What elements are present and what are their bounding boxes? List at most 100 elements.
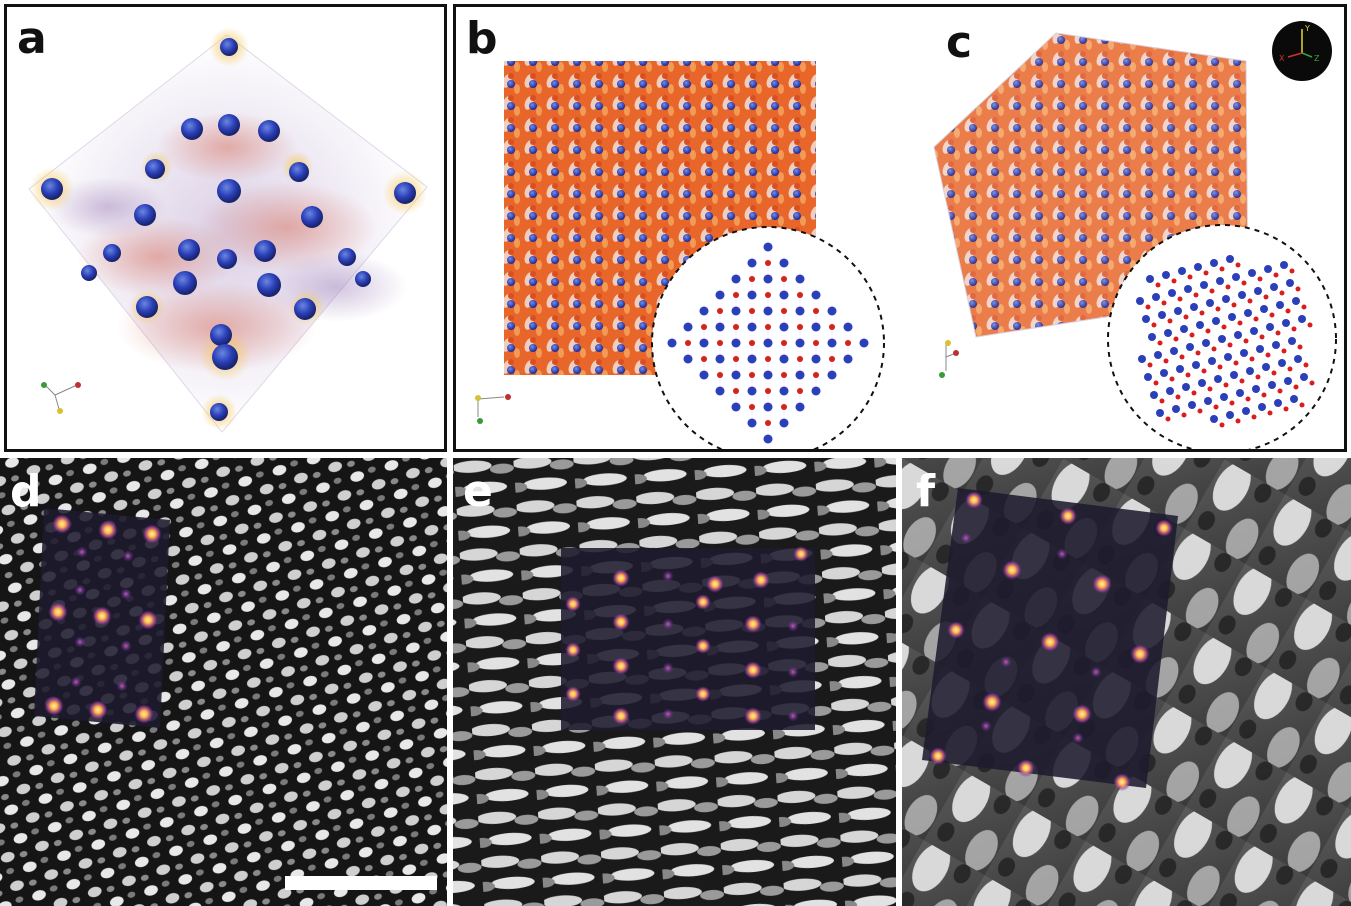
inset-b-atom-red	[797, 388, 803, 394]
simulated-atom-spot	[1155, 519, 1173, 537]
inset-c-atom-red	[1171, 278, 1177, 284]
inset-b-atom-blue	[699, 306, 709, 316]
inset-c-atom-red	[1235, 262, 1241, 268]
simulated-atom-spot	[44, 696, 64, 716]
panel-label-f: f	[916, 466, 936, 517]
inset-b-atom-blue	[763, 434, 773, 444]
inset-c-atom-blue	[1242, 407, 1250, 415]
inset-c-atom-red	[1287, 366, 1293, 372]
inset-c-atom-blue	[1222, 295, 1230, 303]
panel-e: e	[453, 458, 896, 906]
inset-c-atom-red	[1203, 270, 1209, 276]
inset-b-atom-blue	[811, 290, 821, 300]
inset-b-atom-red	[749, 404, 755, 410]
atoms-blue	[41, 38, 416, 421]
simulated-atom-spot	[662, 662, 674, 674]
inset-c-atom-blue	[1292, 297, 1300, 305]
inset-b-atom-blue	[715, 322, 725, 332]
orientation-x-label: X	[1279, 54, 1285, 63]
simulated-atom-spot	[787, 666, 799, 678]
inset-c-atom-red	[1225, 284, 1231, 290]
inset-c-atom-red	[1179, 354, 1185, 360]
inset-b-lattice	[667, 242, 869, 444]
inset-b-atom-blue	[827, 370, 837, 380]
simulated-atom-spot	[752, 571, 770, 589]
inset-b-atom-red	[717, 308, 723, 314]
inset-b-atom-red	[749, 276, 755, 282]
simulated-atom-spot	[98, 520, 118, 540]
inset-b-atom-red	[813, 372, 819, 378]
inset-c-atom-red	[1295, 286, 1301, 292]
inset-c-atom-red	[1169, 376, 1175, 382]
inset-b-atom-blue	[795, 338, 805, 348]
inset-b-atom-red	[797, 292, 803, 298]
scale-bar	[285, 876, 437, 890]
inset-c-atom-blue	[1300, 373, 1308, 381]
inset-c-atom-red	[1243, 338, 1249, 344]
inset-c-atom-red	[1159, 398, 1165, 404]
inset-c-atom-blue	[1260, 305, 1268, 313]
inset-c-atom-blue	[1216, 277, 1224, 285]
inset-b-atom-blue	[747, 290, 757, 300]
inset-c-atom-red	[1229, 400, 1235, 406]
simulated-atom-spot	[1072, 732, 1084, 744]
simulated-atom-spot	[120, 588, 132, 600]
inset-c-atom-blue	[1258, 403, 1266, 411]
inset-c-atom-red	[1213, 404, 1219, 410]
inset-c-atom-blue	[1282, 319, 1290, 327]
inset-c-atom-red	[1283, 406, 1289, 412]
panel-d: d	[0, 458, 447, 906]
simulated-atom-spot	[142, 524, 162, 544]
inset-c-atom-red	[1281, 348, 1287, 354]
inset-c-atom-blue	[1276, 301, 1284, 309]
inset-b-atom-red	[845, 340, 851, 346]
inset-c-atom-red	[1291, 326, 1297, 332]
inset-c-atom-red	[1263, 294, 1269, 300]
inset-b-atom-blue	[763, 402, 773, 412]
inset-c-atom-blue	[1290, 395, 1298, 403]
inset-c-atom-red	[1273, 272, 1279, 278]
inset-c-atom-red	[1293, 384, 1299, 390]
panel-b-render: Y X Z	[475, 21, 1337, 449]
panel-f: f	[902, 458, 1351, 906]
inset-c-atom-blue	[1158, 311, 1166, 319]
simulated-atom-spot	[706, 575, 724, 593]
inset-b-atom-red	[781, 308, 787, 314]
simulated-atom-spot	[1092, 574, 1112, 594]
inset-c-atom-red	[1227, 342, 1233, 348]
inset-c-atom-red	[1303, 362, 1309, 368]
inset-c-atom-blue	[1246, 367, 1254, 375]
inset-c-atom-blue	[1272, 341, 1280, 349]
inset-c-atom-blue	[1164, 329, 1172, 337]
inset-b-atom-blue	[763, 370, 773, 380]
inset-b-atom-blue	[811, 354, 821, 364]
inset-c-atom-red	[1145, 304, 1151, 310]
inset-b-atom-blue	[843, 322, 853, 332]
inset-c-atom-blue	[1212, 317, 1220, 325]
inset-c-atom-red	[1195, 350, 1201, 356]
simulated-atom-spot	[48, 602, 68, 622]
inset-c-atom-red	[1269, 312, 1275, 318]
inset-c-atom-blue	[1166, 387, 1174, 395]
simulated-atom-spot	[116, 680, 128, 692]
panel-a-volume-render	[28, 27, 428, 433]
simulated-atom-spot	[74, 636, 86, 648]
inset-c-atom-red	[1185, 372, 1191, 378]
panel-label-d: d	[10, 466, 42, 517]
inset-c-atom-red	[1207, 386, 1213, 392]
inset-c-atom-blue	[1156, 409, 1164, 417]
inset-c-atom-blue	[1220, 393, 1228, 401]
inset-b-atom-blue	[763, 274, 773, 284]
inset-c-atom-red	[1167, 318, 1173, 324]
inset-c-atom-red	[1183, 314, 1189, 320]
inset-c-atom-blue	[1184, 285, 1192, 293]
simulated-atom-spot	[980, 720, 992, 732]
inset-b-atom-blue	[763, 338, 773, 348]
inset-c-atom-red	[1209, 288, 1215, 294]
inset-c-atom-red	[1299, 402, 1305, 408]
inset-b-atom-blue	[827, 338, 837, 348]
inset-c-atom-red	[1189, 332, 1195, 338]
inset-b-atom-blue	[811, 386, 821, 396]
inset-b-atom-blue	[715, 290, 725, 300]
inset-b-atom-blue	[811, 322, 821, 332]
